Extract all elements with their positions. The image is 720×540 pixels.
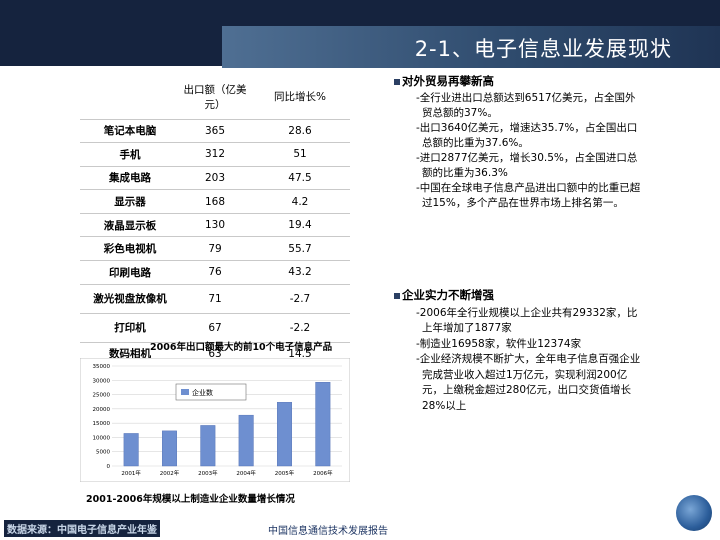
- growth-value: -2.7: [250, 284, 350, 314]
- table-row: 液晶显示板 130 19.4: [80, 213, 350, 238]
- growth-value: 4.2: [250, 189, 350, 214]
- y-tick-label: 10000: [93, 435, 111, 441]
- trade-paragraph: -全行业进出口总额达到6517亿美元，占全国外贸总额的37%。: [416, 92, 636, 119]
- export-value: 130: [180, 213, 250, 238]
- slide-title: 2-1、电子信息业发展现状: [414, 37, 672, 61]
- export-value: 76: [180, 260, 250, 285]
- growth-value: 55.7: [250, 236, 350, 262]
- table-header-cell: 出口额（亿美元）: [180, 75, 250, 120]
- enterprise-heading-text: 企业实力不断增强: [402, 288, 494, 302]
- source-note: 数据来源：中国电子信息产业年鉴: [4, 520, 160, 537]
- product-name: 激光视盘放像机: [80, 284, 180, 314]
- bar: [277, 402, 292, 467]
- y-tick-label: 30000: [93, 378, 111, 384]
- table-row: 打印机 67 -2.2: [80, 313, 350, 343]
- table-header-cell: [80, 75, 180, 120]
- product-name: 彩色电视机: [80, 236, 180, 262]
- growth-value: 28.6: [250, 119, 350, 144]
- x-tick-label: 2005年: [275, 469, 295, 477]
- chart-bars: [123, 381, 331, 467]
- y-tick-label: 5000: [96, 450, 110, 456]
- x-tick-label: 2006年: [313, 469, 333, 477]
- table-caption: 2006年出口额最大的前10个电子信息产品: [150, 342, 333, 353]
- y-tick-label: 0: [107, 464, 111, 470]
- product-name: 液晶显示板: [80, 213, 180, 238]
- legend-label: 企业数: [192, 388, 213, 397]
- chart-caption: 2001-2006年规模以上制造业企业数量增长情况: [86, 494, 295, 505]
- table-header-cell: 同比增长%: [250, 75, 350, 120]
- export-value: 67: [180, 313, 250, 343]
- section-heading: 对外贸易再攀新高: [394, 74, 644, 89]
- bar: [315, 381, 331, 467]
- trade-paragraph: -中国在全球电子信息产品进出口额中的比重已超过15%，多个产品在世界市场上排名第…: [416, 182, 641, 209]
- table-header-row: 出口额（亿美元） 同比增长%: [80, 75, 350, 120]
- table-row: 手机 312 51: [80, 142, 350, 167]
- product-name: 手机: [80, 142, 180, 167]
- square-bullet-icon: [394, 78, 400, 85]
- x-tick-label: 2004年: [236, 469, 256, 477]
- x-tick-label: 2001年: [121, 469, 141, 477]
- trade-paragraph: -进口2877亿美元，增长30.5%，占全国进口总额的比重为36.3%: [416, 152, 638, 179]
- table-row: 集成电路 203 47.5: [80, 166, 350, 191]
- trade-paragraph: -出口3640亿美元，增速达35.7%，占全国出口总额的比重为37.6%。: [416, 122, 638, 149]
- table-row: 显示器 168 4.2: [80, 189, 350, 214]
- chart-legend: 企业数: [175, 383, 247, 401]
- table-row: 印刷电路 76 43.2: [80, 260, 350, 285]
- section-heading: 企业实力不断增强: [394, 288, 644, 304]
- y-tick-label: 35000: [93, 364, 111, 370]
- title-bar: 2-1、电子信息业发展现状: [222, 26, 720, 68]
- export-value: 79: [180, 236, 250, 262]
- bar: [162, 430, 177, 467]
- chart-grid: [112, 365, 342, 467]
- chart-y-axis: 35000 30000 25000 20000 15000 10000 5000 0: [93, 364, 111, 470]
- x-tick-label: 2003年: [198, 469, 218, 477]
- y-tick-label: 25000: [93, 393, 111, 399]
- export-value: 168: [180, 189, 250, 214]
- product-name: 显示器: [80, 189, 180, 214]
- bar: [200, 425, 216, 467]
- growth-value: 43.2: [250, 260, 350, 285]
- table-row: 笔记本电脑 365 28.6: [80, 119, 350, 144]
- enterprise-bar-chart: 35000 30000 25000 20000 15000 10000 5000 0 2001…: [80, 358, 350, 482]
- product-name: 打印机: [80, 313, 180, 343]
- bar: [238, 414, 254, 467]
- export-table: 出口额（亿美元） 同比增长% 笔记本电脑 365 28.6 手机 312 51 …: [80, 75, 350, 367]
- legend-swatch: [181, 389, 189, 395]
- export-value: 203: [180, 166, 250, 191]
- enterprise-paragraph: -制造业16958家，软件业12374家: [416, 337, 582, 350]
- enterprise-paragraph: -企业经济规模不断扩大，全年电子信息百强企业完成营业收入超过1万亿元，实现利润2…: [416, 353, 641, 412]
- growth-value: 19.4: [250, 213, 350, 238]
- trade-section: 对外贸易再攀新高 -全行业进出口总额达到6517亿美元，占全国外贸总额的37%。…: [394, 74, 644, 211]
- growth-value: 47.5: [250, 166, 350, 191]
- growth-value: 51: [250, 142, 350, 167]
- growth-value: -2.2: [250, 313, 350, 343]
- enterprise-paragraph: -2006年全行业规模以上企业共有29332家，比上年增加了1877家: [416, 306, 638, 335]
- enterprise-section: 企业实力不断增强 -2006年全行业规模以上企业共有29332家，比上年增加了1…: [394, 288, 644, 414]
- export-value: 365: [180, 119, 250, 144]
- product-name: 笔记本电脑: [80, 119, 180, 144]
- chart-x-axis: 2001年 2002年 2003年 2004年 2005年 2006年: [121, 469, 333, 477]
- export-value: 312: [180, 142, 250, 167]
- product-name: 印刷电路: [80, 260, 180, 285]
- square-bullet-icon: [394, 292, 400, 299]
- product-name: 集成电路: [80, 166, 180, 191]
- y-tick-label: 15000: [93, 421, 111, 427]
- footer-text: 中国信息通信技术发展报告: [268, 526, 388, 537]
- x-tick-label: 2002年: [160, 469, 180, 477]
- trade-heading-text: 对外贸易再攀新高: [402, 74, 494, 88]
- export-value: 71: [180, 284, 250, 314]
- table-row: 彩色电视机 79 55.7: [80, 236, 350, 262]
- y-tick-label: 20000: [93, 407, 111, 413]
- table-row: 激光视盘放像机 71 -2.7: [80, 284, 350, 314]
- bar: [123, 433, 139, 467]
- globe-logo-icon: [676, 495, 712, 531]
